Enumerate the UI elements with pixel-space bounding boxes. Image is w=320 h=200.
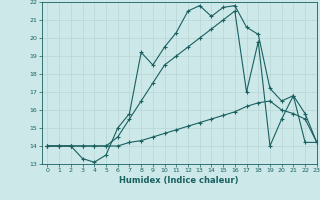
X-axis label: Humidex (Indice chaleur): Humidex (Indice chaleur) [119,176,239,185]
